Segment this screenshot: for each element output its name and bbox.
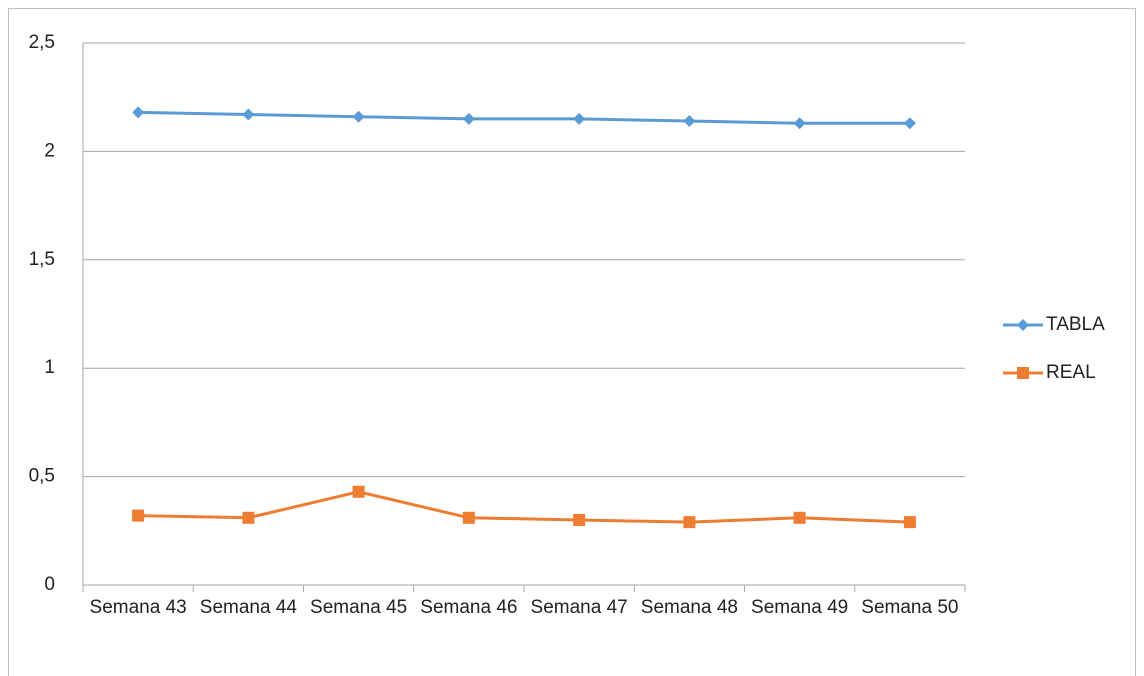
y-tick-label: 1 [44,357,55,378]
data-point [903,117,916,130]
data-point [462,511,475,524]
x-tick-label: Semana 44 [199,597,297,618]
x-tick-label: Semana 49 [751,597,849,618]
x-tick-label: Semana 46 [420,597,518,618]
y-tick-label: 2 [44,140,55,161]
series-line [138,110,910,125]
legend-marker [1017,367,1029,379]
data-point [242,108,255,121]
y-tick-label: 0 [44,574,55,595]
legend-label: REAL [1046,362,1096,383]
x-tick-label: Semana 48 [640,597,738,618]
x-tick-label: Semana 43 [89,597,187,618]
chart-border [8,8,1136,676]
data-point [793,511,806,524]
x-tick-label: Semana 50 [861,597,959,618]
data-point [132,509,145,522]
data-point [903,516,916,529]
legend-label: TABLA [1046,314,1105,335]
x-tick-label: Semana 45 [310,597,408,618]
data-point [683,516,696,529]
data-point [352,110,365,123]
data-point [573,112,586,125]
data-point [573,513,586,526]
y-tick-label: 2,5 [29,32,55,53]
data-point [793,117,806,130]
data-point [242,511,255,524]
y-tick-label: 0,5 [29,466,55,487]
data-point [132,106,145,119]
data-point [462,112,475,125]
data-point [683,115,696,128]
series-line [138,490,910,524]
y-tick-label: 1,5 [29,249,55,270]
x-tick-label: Semana 47 [530,597,628,618]
legend-marker [1017,319,1029,331]
data-point [352,485,365,498]
